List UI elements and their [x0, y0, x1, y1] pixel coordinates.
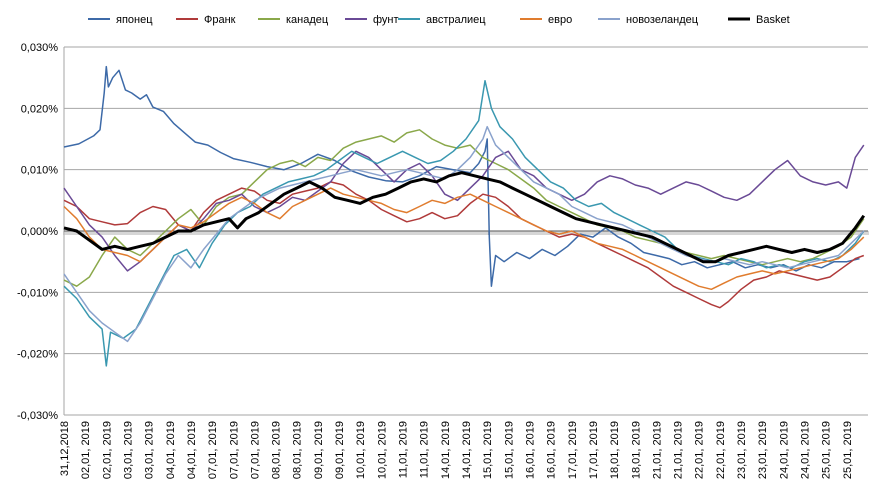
- series-line: [63, 125, 865, 343]
- x-tick-label: 08,01, 2019: [292, 421, 304, 479]
- x-tick-label: 14,01, 2019: [461, 421, 473, 479]
- x-tick-label: 23,01, 2019: [757, 421, 769, 479]
- x-tick-label: 24,01, 2019: [778, 421, 790, 479]
- y-tick-label: -0,020%: [17, 349, 58, 361]
- x-tick-label: 08,01, 2019: [271, 421, 283, 479]
- x-tick-label: 15,01, 2019: [503, 421, 515, 479]
- x-tick-label: 21,01, 2019: [651, 421, 663, 479]
- x-tick-label: 07,01, 2019: [228, 421, 240, 479]
- x-tick-label: 11,01, 2019: [419, 421, 431, 478]
- series-line: [63, 129, 865, 287]
- x-tick-label: 17,01, 2019: [588, 421, 600, 479]
- y-tick-label: 0,000%: [21, 226, 59, 238]
- series-line: [63, 65, 860, 287]
- x-tick-label: 18,01, 2019: [630, 421, 642, 479]
- x-tick-label: 15,01, 2019: [482, 421, 494, 479]
- x-tick-label: 04,01, 2019: [165, 421, 177, 479]
- series-line: [63, 181, 865, 309]
- x-tick-label: 09,01, 2019: [313, 421, 325, 479]
- y-tick-label: 0,030%: [21, 42, 59, 54]
- x-tick-label: 16,01, 2019: [546, 421, 558, 479]
- series-group: [63, 65, 866, 367]
- legend-label: Франк: [204, 14, 236, 26]
- y-axis: 0,030% 0,020% 0,010% 0,000% -0,010% -0,020% -0…: [17, 42, 58, 422]
- x-tick-label: 03,01, 2019: [122, 421, 134, 479]
- x-tick-label: 04,01, 2019: [186, 421, 198, 479]
- x-tick-label: 31,12,2018: [59, 421, 71, 476]
- x-tick-label: 16,01, 2019: [524, 421, 536, 479]
- legend-label: новозеландец: [626, 14, 699, 26]
- legend-label: евро: [548, 14, 572, 26]
- x-tick-label: 21,01, 2019: [673, 421, 685, 479]
- x-axis: 31,12,2018 02,01, 2019 02,01, 2019 03,01, 2…: [59, 421, 854, 479]
- x-tick-label: 23,01, 2019: [736, 421, 748, 479]
- x-tick-label: 02,01, 2019: [101, 421, 113, 479]
- series-line: [63, 171, 866, 264]
- legend-label: канадец: [286, 14, 329, 26]
- x-tick-label: 07,01, 2019: [207, 421, 219, 479]
- y-tick-label: -0,030%: [17, 410, 58, 422]
- legend-label: фунт: [373, 14, 399, 26]
- series-line: [63, 187, 865, 291]
- x-tick-label: 17,01, 2019: [567, 421, 579, 479]
- zero-line-ticks: [63, 231, 869, 235]
- x-tick-label: 02,01, 2019: [80, 421, 92, 479]
- y-tick-label: 0,020%: [21, 103, 59, 115]
- x-tick-label: 25,01, 2019: [842, 421, 854, 479]
- zero-axis: [63, 230, 869, 235]
- x-tick-label: 09,01, 2019: [334, 421, 346, 479]
- x-tick-label: 25,01, 2019: [821, 421, 833, 479]
- x-tick-label: 24,01, 2019: [800, 421, 812, 479]
- x-tick-label: 22,01, 2019: [694, 421, 706, 479]
- x-tick-label: 22,01, 2019: [715, 421, 727, 479]
- series-line: [63, 144, 865, 272]
- x-tick-label: 14,01, 2019: [440, 421, 452, 479]
- x-tick-label: 07,01, 2019: [249, 421, 261, 479]
- x-tick-label: 18,01, 2019: [609, 421, 621, 479]
- y-tick-label: -0,010%: [17, 287, 58, 299]
- legend-label: австралиец: [426, 14, 486, 26]
- y-tick-label: 0,010%: [21, 165, 59, 177]
- legend-label: японец: [116, 14, 153, 26]
- x-tick-label: 03,01, 2019: [144, 421, 156, 479]
- x-tick-label: 10,01, 2019: [355, 421, 367, 479]
- legend: японец Франк канадец фунт австралиец евро ново…: [88, 14, 790, 26]
- x-tick-label: 10,01, 2019: [376, 421, 388, 479]
- x-tick-label: 11,01, 2019: [398, 421, 410, 478]
- series-line: [63, 79, 865, 367]
- legend-label: Basket: [756, 14, 790, 26]
